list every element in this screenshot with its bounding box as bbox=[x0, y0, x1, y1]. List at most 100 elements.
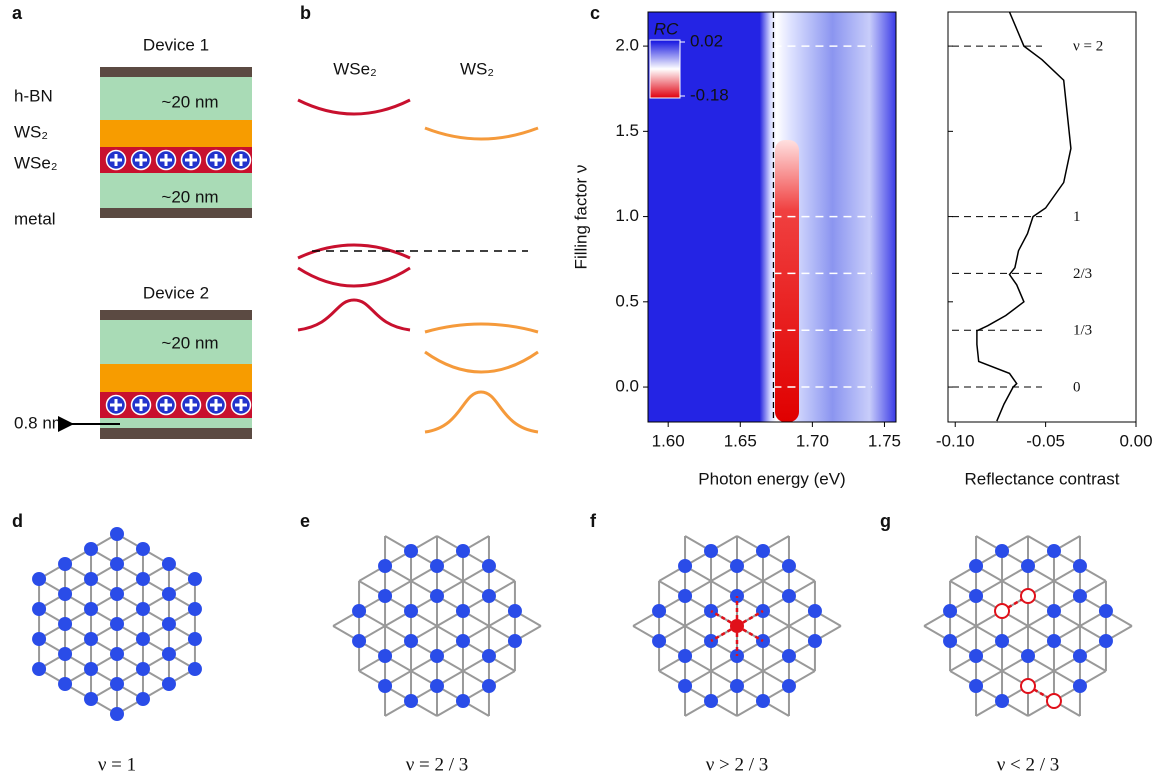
electron bbox=[378, 559, 392, 573]
electron bbox=[162, 587, 176, 601]
electron bbox=[404, 694, 418, 708]
electron bbox=[352, 604, 366, 618]
x-axis-label: Photon energy (eV) bbox=[698, 469, 845, 488]
electron bbox=[1047, 634, 1061, 648]
electron bbox=[782, 649, 796, 663]
panel-label: e bbox=[300, 511, 310, 531]
electron bbox=[378, 589, 392, 603]
electron bbox=[508, 604, 522, 618]
x-tick-label: 1.70 bbox=[796, 431, 829, 450]
electron bbox=[136, 572, 150, 586]
electron bbox=[1099, 634, 1113, 648]
electron bbox=[188, 662, 202, 676]
electron bbox=[404, 634, 418, 648]
lattice-caption: ν > 2 / 3 bbox=[706, 754, 769, 775]
electron bbox=[1021, 649, 1035, 663]
electron bbox=[756, 544, 770, 558]
electron bbox=[58, 647, 72, 661]
electron bbox=[678, 559, 692, 573]
layer-label: WSe₂ bbox=[14, 153, 57, 172]
band-label: WS₂ bbox=[460, 59, 494, 78]
lattice-caption: ν = 2 / 3 bbox=[406, 754, 469, 775]
electron bbox=[1047, 604, 1061, 618]
annotation: 1 bbox=[1073, 209, 1081, 225]
electron bbox=[808, 604, 822, 618]
lattice-caption: ν = 1 bbox=[98, 754, 136, 775]
electron bbox=[969, 679, 983, 693]
electron bbox=[730, 679, 744, 693]
electron bbox=[58, 587, 72, 601]
thickness-label: ~20 nm bbox=[161, 92, 218, 111]
x-axis-label: Reflectance contrast bbox=[965, 469, 1120, 488]
electron bbox=[32, 572, 46, 586]
colorbar-label: RC bbox=[654, 19, 679, 38]
electron bbox=[378, 679, 392, 693]
vacancy bbox=[1021, 589, 1035, 603]
electron bbox=[652, 604, 666, 618]
electron bbox=[404, 604, 418, 618]
electron bbox=[482, 589, 496, 603]
vacancy bbox=[995, 604, 1009, 618]
device-2 bbox=[100, 310, 252, 439]
figure: a b c d e f g Device 1 ~20 nm ~20 nm h-B… bbox=[0, 0, 1164, 784]
annotation: 2/3 bbox=[1073, 266, 1092, 282]
electron bbox=[943, 604, 957, 618]
electron bbox=[782, 679, 796, 693]
x-tick-label: 1.75 bbox=[868, 431, 901, 450]
electron bbox=[456, 544, 470, 558]
electron bbox=[678, 649, 692, 663]
electron bbox=[110, 677, 124, 691]
electron bbox=[110, 707, 124, 721]
layer-label: h-BN bbox=[14, 86, 53, 105]
electron bbox=[456, 694, 470, 708]
lattice bbox=[633, 536, 841, 716]
electron bbox=[995, 694, 1009, 708]
electron bbox=[969, 559, 983, 573]
y-tick-label: 1.5 bbox=[615, 121, 639, 140]
thickness-label: ~20 nm bbox=[161, 187, 218, 206]
electron bbox=[110, 617, 124, 631]
panel-label: f bbox=[590, 511, 597, 531]
x-tick-label: 0.00 bbox=[1119, 431, 1152, 450]
lattice bbox=[32, 527, 202, 721]
vacancy bbox=[1021, 679, 1035, 693]
electron bbox=[995, 634, 1009, 648]
electron bbox=[136, 542, 150, 556]
electron bbox=[32, 662, 46, 676]
electron bbox=[378, 649, 392, 663]
electron bbox=[136, 692, 150, 706]
x-tick-label: 1.60 bbox=[652, 431, 685, 450]
electron bbox=[404, 544, 418, 558]
annotation: 0 bbox=[1073, 379, 1081, 395]
electron bbox=[1073, 679, 1087, 693]
electron bbox=[456, 634, 470, 648]
panel-label: b bbox=[300, 3, 311, 23]
band-label: WSe₂ bbox=[333, 59, 376, 78]
electron bbox=[808, 634, 822, 648]
electron bbox=[58, 557, 72, 571]
electron bbox=[1047, 544, 1061, 558]
y-axis-label: Filling factor ν bbox=[571, 165, 590, 270]
electron bbox=[1073, 589, 1087, 603]
device-title: Device 1 bbox=[143, 35, 209, 54]
electron bbox=[84, 662, 98, 676]
layer-label: metal bbox=[14, 209, 56, 228]
y-tick-label: 1.0 bbox=[615, 206, 639, 225]
lattice bbox=[333, 536, 541, 716]
layer-label: WS₂ bbox=[14, 122, 48, 141]
electron bbox=[1073, 649, 1087, 663]
electron bbox=[136, 662, 150, 676]
lattice bbox=[924, 536, 1132, 716]
electron bbox=[110, 587, 124, 601]
electron bbox=[136, 602, 150, 616]
y-tick-label: 0.0 bbox=[615, 377, 639, 396]
electron bbox=[430, 589, 444, 603]
x-tick-label: -0.05 bbox=[1026, 431, 1065, 450]
bands bbox=[298, 100, 538, 432]
panel-label: c bbox=[590, 3, 600, 23]
y-tick-label: 0.5 bbox=[615, 291, 639, 310]
electron bbox=[58, 677, 72, 691]
electron bbox=[32, 632, 46, 646]
device-title: Device 2 bbox=[143, 283, 209, 302]
electron bbox=[456, 604, 470, 618]
